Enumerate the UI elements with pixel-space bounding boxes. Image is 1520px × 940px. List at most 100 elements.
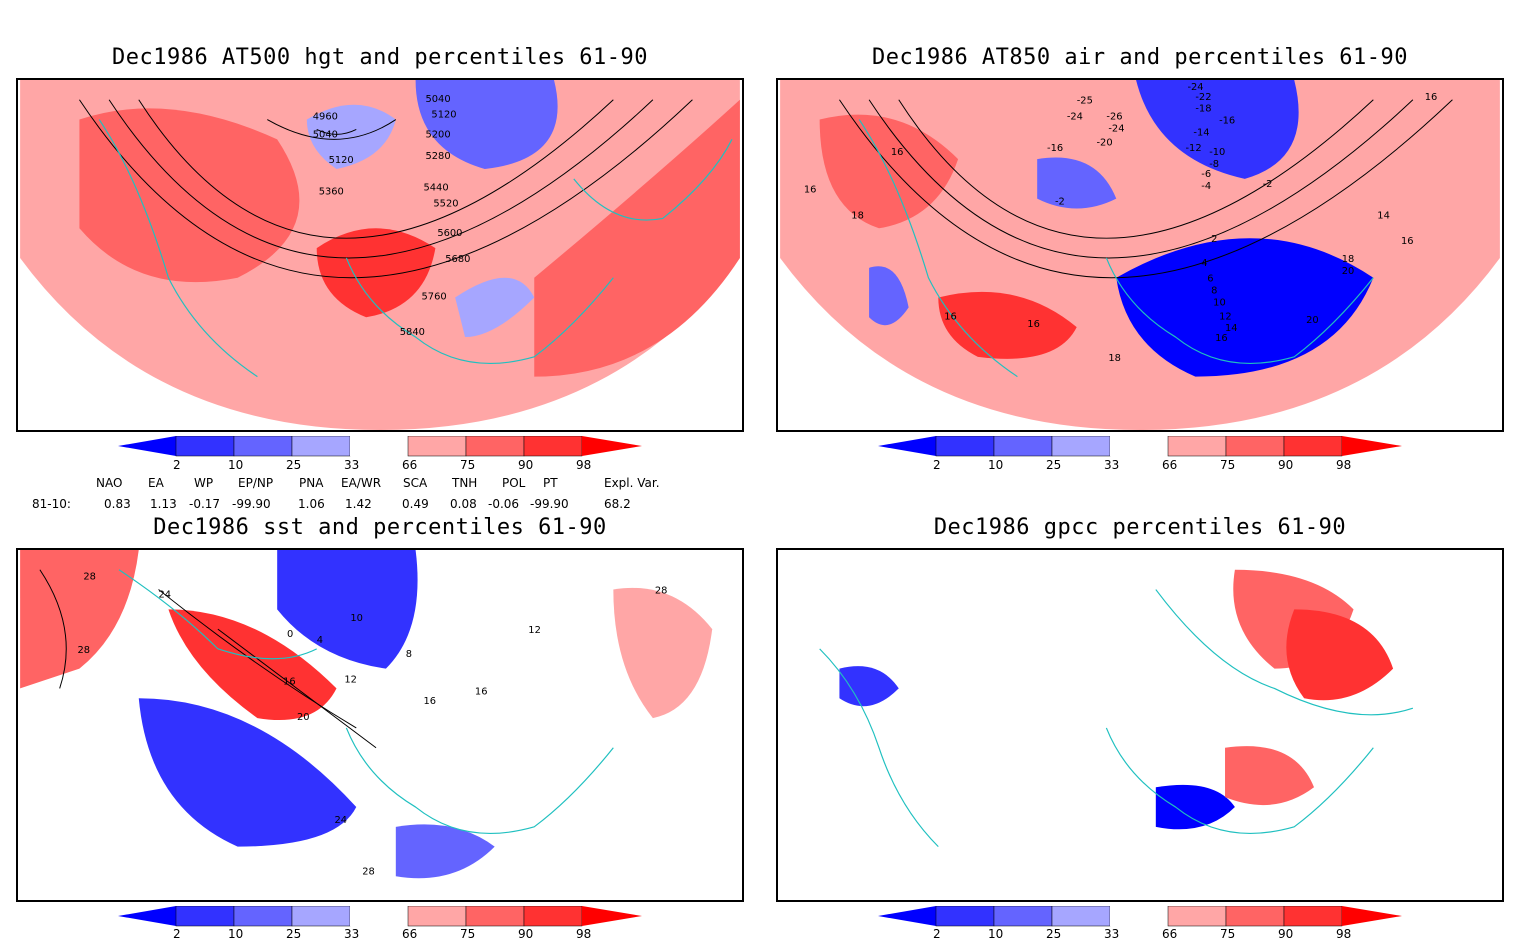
contour-label-20a: 20 — [1306, 315, 1319, 326]
contour-label-5120a: 5120 — [329, 155, 354, 166]
colorbar-tick: 66 — [1162, 458, 1177, 472]
colorbar-tick: 66 — [402, 927, 417, 940]
index-value: -0.17 — [189, 497, 221, 511]
colorbar-tick: 10 — [988, 458, 1003, 472]
contour-label-4: 4 — [317, 635, 323, 646]
contour-label-20b: 20 — [1342, 266, 1355, 277]
colorbar-sst: 2 10 25 33 66 75 90 98 — [118, 906, 642, 940]
colorbar-tick: 90 — [1278, 927, 1293, 940]
colorbar-tick: 2 — [933, 927, 941, 940]
percentile-shading-east — [534, 99, 740, 377]
panel-title-sst: Dec1986 sst and percentiles 61-90 — [153, 515, 607, 540]
colorbar-swatch — [523, 436, 583, 457]
colorbar-tick: 75 — [1220, 458, 1235, 472]
contour-label-neg14: -14 — [1193, 127, 1209, 138]
contour-label-neg25: -25 — [1077, 96, 1093, 107]
contour-label-28d: 28 — [655, 586, 668, 597]
colorbar-svg: 2 10 25 33 66 75 90 98 — [878, 436, 1402, 472]
colorbar-swatch — [407, 436, 467, 457]
colorbar-tick: 66 — [1162, 927, 1177, 940]
colorbar-swatch — [350, 436, 408, 456]
contour-label-5040b: 5040 — [425, 94, 450, 105]
percentile-shading-warm-west — [20, 550, 139, 689]
index-header: EP/NP — [238, 476, 274, 490]
colorbar-swatch — [993, 906, 1053, 927]
colorbar-svg: 2 10 25 33 66 75 90 98 — [118, 436, 642, 472]
colorbar-arrow-low — [118, 436, 176, 456]
percentile-shading-cold — [1116, 238, 1374, 377]
index-header: EA/WR — [341, 476, 382, 490]
contour-label-18c: 18 — [1342, 254, 1355, 265]
colorbar-swatch — [291, 436, 351, 457]
colorbar-tick: 10 — [228, 458, 243, 472]
contour-label-neg12: -12 — [1185, 143, 1201, 154]
contour-label-28a: 28 — [83, 572, 96, 583]
colorbar-tick: 98 — [1336, 927, 1351, 940]
contour-label-5200: 5200 — [425, 129, 450, 140]
contour-label-18b: 18 — [1108, 353, 1121, 364]
percentile-shading-warm — [79, 108, 300, 283]
colorbar-tick: 66 — [402, 458, 417, 472]
colorbar-swatch — [1051, 906, 1111, 927]
contour-label-12: 12 — [1219, 311, 1232, 322]
percentile-shading-cool — [1037, 157, 1117, 209]
percentile-shading-cold — [1155, 784, 1235, 830]
colorbar-arrow-high — [1342, 436, 1402, 456]
index-value: -99.90 — [232, 497, 271, 511]
colorbar-tick: 75 — [460, 458, 475, 472]
colorbar-tick: 90 — [518, 927, 533, 940]
colorbar-tick: 75 — [460, 927, 475, 940]
index-value: 0.83 — [104, 497, 131, 511]
contour-label-2: 2 — [1211, 234, 1217, 245]
colorbar-tick: 33 — [344, 458, 359, 472]
hgt-contour-labels: 4960 5040 5120 5040 5120 5200 5280 5360 … — [313, 94, 471, 338]
contour-label-5360: 5360 — [319, 187, 344, 198]
contour-label-5520: 5520 — [433, 199, 458, 210]
map-gpcc-svg — [819, 569, 1414, 848]
colorbar-tick: 25 — [1046, 927, 1061, 940]
percentile-shading-cool — [306, 104, 396, 169]
colorbar-swatch — [233, 436, 293, 457]
percentile-shading-cold — [138, 698, 357, 847]
percentile-shading-warm-east — [613, 587, 713, 719]
map-panel-hgt500: 4960 5040 5120 5040 5120 5200 5280 5360 … — [16, 78, 744, 432]
index-row-label: 81-10: — [32, 497, 71, 511]
contour-label-5760: 5760 — [422, 291, 447, 302]
contour-label-16e: 16 — [1215, 333, 1228, 344]
percentile-shading-cold-north — [1136, 80, 1299, 179]
percentile-shading-warm-core — [316, 228, 436, 318]
map-panel-gpcc — [776, 548, 1504, 902]
coastlines — [118, 569, 614, 835]
colorbar-tick: 2 — [173, 927, 181, 940]
colorbar-swatch — [1283, 436, 1343, 457]
contour-label-16c: 16 — [944, 311, 957, 322]
contour-label-10: 10 — [350, 613, 363, 624]
contour-label-neg24c: -24 — [1108, 123, 1124, 134]
colorbar-swatch — [1110, 906, 1168, 926]
colorbar-tick: 25 — [286, 927, 301, 940]
height-contours — [79, 99, 693, 279]
colorbar-swatch — [1167, 906, 1227, 927]
index-header: PT — [543, 476, 558, 490]
map-air850-svg: -24 -22 -18 -16 -14 -12 -10 -8 -6 -4 -2 … — [780, 80, 1500, 430]
percentile-shading-warm-2 — [938, 291, 1077, 359]
contour-label-16d: 16 — [1027, 319, 1040, 330]
contour-label-8: 8 — [1211, 286, 1217, 297]
index-header: POL — [502, 476, 526, 490]
contour-label-16b: 16 — [804, 185, 817, 196]
contour-label-neg16b: -16 — [1047, 143, 1063, 154]
contour-label-neg24: -24 — [1187, 82, 1203, 93]
colorbar-arrow-low — [118, 906, 176, 926]
contour-label-20: 20 — [297, 712, 310, 723]
colorbar-tick: 33 — [1104, 458, 1119, 472]
contour-label-4960: 4960 — [313, 112, 338, 123]
contour-label-6: 6 — [1207, 274, 1213, 285]
percentile-shading-warm — [1286, 609, 1394, 701]
contour-label-neg10: -10 — [1209, 147, 1225, 158]
percentile-shading-warm-2 — [1225, 746, 1315, 806]
panel-title-gpcc: Dec1986 gpcc percentiles 61-90 — [933, 515, 1347, 540]
contour-label-5040a: 5040 — [313, 129, 338, 140]
map-panel-air850: -24 -22 -18 -16 -14 -12 -10 -8 -6 -4 -2 … — [776, 78, 1504, 432]
index-header: SCA — [403, 476, 428, 490]
colorbar-tick: 98 — [1336, 458, 1351, 472]
